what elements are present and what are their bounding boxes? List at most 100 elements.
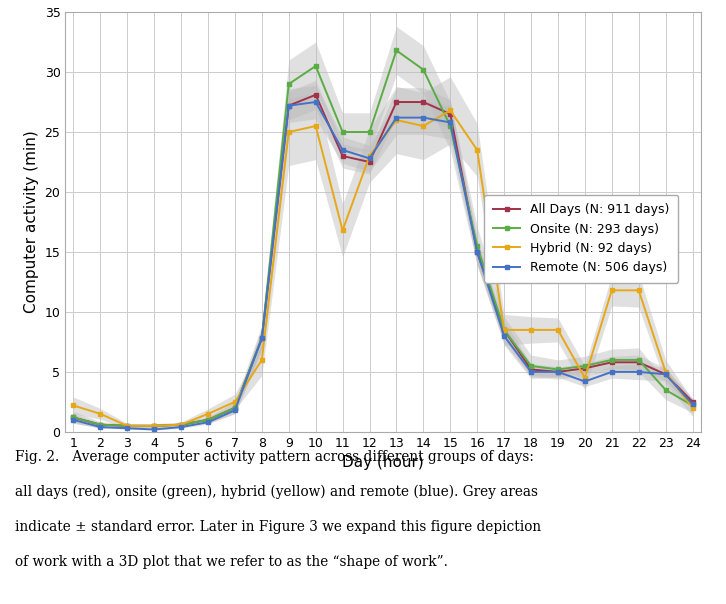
- All Days (N: 911 days): (9, 27.2): 911 days): (9, 27.2): [285, 102, 293, 109]
- Remote (N: 506 days): (4, 0.2): 506 days): (4, 0.2): [150, 426, 158, 433]
- All Days (N: 911 days): (1, 1.2): 911 days): (1, 1.2): [69, 414, 78, 421]
- Onsite (N: 293 days): (11, 25): 293 days): (11, 25): [338, 129, 347, 136]
- All Days (N: 911 days): (22, 5.8): 911 days): (22, 5.8): [635, 359, 643, 366]
- Onsite (N: 293 days): (20, 5.5): 293 days): (20, 5.5): [581, 362, 590, 370]
- Hybrid (N: 92 days): (9, 25): 92 days): (9, 25): [285, 129, 293, 136]
- Hybrid (N: 92 days): (15, 26.8): 92 days): (15, 26.8): [446, 107, 454, 114]
- Onsite (N: 293 days): (12, 25): 293 days): (12, 25): [365, 129, 374, 136]
- Onsite (N: 293 days): (21, 6): 293 days): (21, 6): [608, 356, 616, 364]
- All Days (N: 911 days): (19, 5): 911 days): (19, 5): [553, 368, 562, 376]
- Onsite (N: 293 days): (6, 1): 293 days): (6, 1): [204, 416, 213, 423]
- Hybrid (N: 92 days): (17, 8.5): 92 days): (17, 8.5): [499, 326, 508, 333]
- Remote (N: 506 days): (17, 8): 506 days): (17, 8): [499, 332, 508, 339]
- All Days (N: 911 days): (10, 28.1): 911 days): (10, 28.1): [311, 91, 320, 98]
- Onsite (N: 293 days): (2, 0.6): 293 days): (2, 0.6): [96, 421, 105, 428]
- Remote (N: 506 days): (21, 5): 506 days): (21, 5): [608, 368, 616, 376]
- Onsite (N: 293 days): (22, 6): 293 days): (22, 6): [635, 356, 643, 364]
- Remote (N: 506 days): (24, 2.3): 506 days): (24, 2.3): [688, 400, 697, 408]
- All Days (N: 911 days): (17, 8.5): 911 days): (17, 8.5): [499, 326, 508, 333]
- Hybrid (N: 92 days): (11, 16.8): 92 days): (11, 16.8): [338, 226, 347, 234]
- Onsite (N: 293 days): (14, 30.2): 293 days): (14, 30.2): [419, 66, 428, 73]
- Hybrid (N: 92 days): (1, 2.2): 92 days): (1, 2.2): [69, 402, 78, 409]
- All Days (N: 911 days): (24, 2.5): 911 days): (24, 2.5): [688, 398, 697, 405]
- Remote (N: 506 days): (8, 7.8): 506 days): (8, 7.8): [258, 335, 266, 342]
- Onsite (N: 293 days): (18, 5.5): 293 days): (18, 5.5): [526, 362, 535, 370]
- Remote (N: 506 days): (18, 5): 506 days): (18, 5): [526, 368, 535, 376]
- Hybrid (N: 92 days): (7, 2.5): 92 days): (7, 2.5): [231, 398, 240, 405]
- Text: indicate ± standard error. Later in Figure 3 we expand this figure depiction: indicate ± standard error. Later in Figu…: [15, 520, 541, 534]
- Remote (N: 506 days): (2, 0.4): 506 days): (2, 0.4): [96, 423, 105, 431]
- Remote (N: 506 days): (22, 5): 506 days): (22, 5): [635, 368, 643, 376]
- Hybrid (N: 92 days): (2, 1.5): 92 days): (2, 1.5): [96, 410, 105, 417]
- All Days (N: 911 days): (15, 26.5): 911 days): (15, 26.5): [446, 111, 454, 118]
- Onsite (N: 293 days): (17, 8.5): 293 days): (17, 8.5): [499, 326, 508, 333]
- Remote (N: 506 days): (16, 15): 506 days): (16, 15): [473, 248, 481, 255]
- Hybrid (N: 92 days): (20, 4.5): 92 days): (20, 4.5): [581, 374, 590, 382]
- All Days (N: 911 days): (5, 0.6): 911 days): (5, 0.6): [176, 421, 185, 428]
- Legend: All Days (N: 911 days), Onsite (N: 293 days), Hybrid (N: 92 days), Remote (N: 50: All Days (N: 911 days), Onsite (N: 293 d…: [484, 194, 679, 283]
- Hybrid (N: 92 days): (8, 6): 92 days): (8, 6): [258, 356, 266, 364]
- Hybrid (N: 92 days): (19, 8.5): 92 days): (19, 8.5): [553, 326, 562, 333]
- Onsite (N: 293 days): (1, 1.2): 293 days): (1, 1.2): [69, 414, 78, 421]
- Onsite (N: 293 days): (19, 5.2): 293 days): (19, 5.2): [553, 366, 562, 373]
- All Days (N: 911 days): (18, 5.2): 911 days): (18, 5.2): [526, 366, 535, 373]
- Onsite (N: 293 days): (13, 31.8): 293 days): (13, 31.8): [392, 47, 401, 54]
- Hybrid (N: 92 days): (3, 0.5): 92 days): (3, 0.5): [123, 422, 131, 429]
- Onsite (N: 293 days): (3, 0.5): 293 days): (3, 0.5): [123, 422, 131, 429]
- Remote (N: 506 days): (3, 0.3): 506 days): (3, 0.3): [123, 425, 131, 432]
- Onsite (N: 293 days): (15, 25.5): 293 days): (15, 25.5): [446, 123, 454, 130]
- All Days (N: 911 days): (7, 2): 911 days): (7, 2): [231, 404, 240, 411]
- Onsite (N: 293 days): (7, 2): 293 days): (7, 2): [231, 404, 240, 411]
- All Days (N: 911 days): (16, 15): 911 days): (16, 15): [473, 248, 481, 255]
- Hybrid (N: 92 days): (6, 1.5): 92 days): (6, 1.5): [204, 410, 213, 417]
- Remote (N: 506 days): (10, 27.5): 506 days): (10, 27.5): [311, 98, 320, 106]
- Hybrid (N: 92 days): (5, 0.6): 92 days): (5, 0.6): [176, 421, 185, 428]
- Remote (N: 506 days): (6, 0.8): 506 days): (6, 0.8): [204, 419, 213, 426]
- Onsite (N: 293 days): (16, 15.5): 293 days): (16, 15.5): [473, 242, 481, 249]
- Hybrid (N: 92 days): (18, 8.5): 92 days): (18, 8.5): [526, 326, 535, 333]
- Y-axis label: Computer activity (min): Computer activity (min): [24, 130, 39, 313]
- All Days (N: 911 days): (11, 23): 911 days): (11, 23): [338, 152, 347, 159]
- Onsite (N: 293 days): (8, 7.8): 293 days): (8, 7.8): [258, 335, 266, 342]
- Hybrid (N: 92 days): (16, 23.5): 92 days): (16, 23.5): [473, 146, 481, 153]
- Hybrid (N: 92 days): (22, 11.8): 92 days): (22, 11.8): [635, 287, 643, 294]
- Text: all days (red), onsite (green), hybrid (yellow) and remote (blue). Grey areas: all days (red), onsite (green), hybrid (…: [15, 485, 537, 500]
- Onsite (N: 293 days): (4, 0.5): 293 days): (4, 0.5): [150, 422, 158, 429]
- Remote (N: 506 days): (19, 5): 506 days): (19, 5): [553, 368, 562, 376]
- Hybrid (N: 92 days): (24, 2): 92 days): (24, 2): [688, 404, 697, 411]
- Hybrid (N: 92 days): (21, 11.8): 92 days): (21, 11.8): [608, 287, 616, 294]
- All Days (N: 911 days): (14, 27.5): 911 days): (14, 27.5): [419, 98, 428, 106]
- Onsite (N: 293 days): (23, 3.5): 293 days): (23, 3.5): [661, 387, 670, 394]
- Text: of work with a 3D plot that we refer to as the “shape of work”.: of work with a 3D plot that we refer to …: [15, 555, 447, 569]
- Onsite (N: 293 days): (9, 29): 293 days): (9, 29): [285, 80, 293, 88]
- Onsite (N: 293 days): (24, 2.2): 293 days): (24, 2.2): [688, 402, 697, 409]
- All Days (N: 911 days): (21, 5.8): 911 days): (21, 5.8): [608, 359, 616, 366]
- All Days (N: 911 days): (6, 1): 911 days): (6, 1): [204, 416, 213, 423]
- Hybrid (N: 92 days): (12, 23): 92 days): (12, 23): [365, 152, 374, 159]
- All Days (N: 911 days): (2, 0.6): 911 days): (2, 0.6): [96, 421, 105, 428]
- Hybrid (N: 92 days): (10, 25.5): 92 days): (10, 25.5): [311, 123, 320, 130]
- Remote (N: 506 days): (9, 27.2): 506 days): (9, 27.2): [285, 102, 293, 109]
- All Days (N: 911 days): (23, 4.8): 911 days): (23, 4.8): [661, 371, 670, 378]
- Line: Remote (N: 506 days): Remote (N: 506 days): [71, 100, 695, 432]
- Remote (N: 506 days): (20, 4.2): 506 days): (20, 4.2): [581, 378, 590, 385]
- Line: Onsite (N: 293 days): Onsite (N: 293 days): [71, 48, 695, 428]
- Line: All Days (N: 911 days): All Days (N: 911 days): [71, 92, 695, 428]
- Onsite (N: 293 days): (5, 0.6): 293 days): (5, 0.6): [176, 421, 185, 428]
- All Days (N: 911 days): (13, 27.5): 911 days): (13, 27.5): [392, 98, 401, 106]
- Remote (N: 506 days): (13, 26.2): 506 days): (13, 26.2): [392, 114, 401, 121]
- All Days (N: 911 days): (3, 0.5): 911 days): (3, 0.5): [123, 422, 131, 429]
- All Days (N: 911 days): (12, 22.5): 911 days): (12, 22.5): [365, 158, 374, 165]
- Onsite (N: 293 days): (10, 30.5): 293 days): (10, 30.5): [311, 62, 320, 69]
- Hybrid (N: 92 days): (14, 25.5): 92 days): (14, 25.5): [419, 123, 428, 130]
- Remote (N: 506 days): (7, 1.8): 506 days): (7, 1.8): [231, 406, 240, 414]
- Hybrid (N: 92 days): (13, 26): 92 days): (13, 26): [392, 117, 401, 124]
- Line: Hybrid (N: 92 days): Hybrid (N: 92 days): [71, 108, 695, 428]
- All Days (N: 911 days): (20, 5.3): 911 days): (20, 5.3): [581, 365, 590, 372]
- X-axis label: Day (hour): Day (hour): [342, 455, 424, 471]
- Remote (N: 506 days): (12, 22.8): 506 days): (12, 22.8): [365, 155, 374, 162]
- All Days (N: 911 days): (4, 0.5): 911 days): (4, 0.5): [150, 422, 158, 429]
- Remote (N: 506 days): (5, 0.4): 506 days): (5, 0.4): [176, 423, 185, 431]
- Text: Fig. 2.   Average computer activity pattern across different groups of days:: Fig. 2. Average computer activity patter…: [15, 450, 534, 464]
- Remote (N: 506 days): (14, 26.2): 506 days): (14, 26.2): [419, 114, 428, 121]
